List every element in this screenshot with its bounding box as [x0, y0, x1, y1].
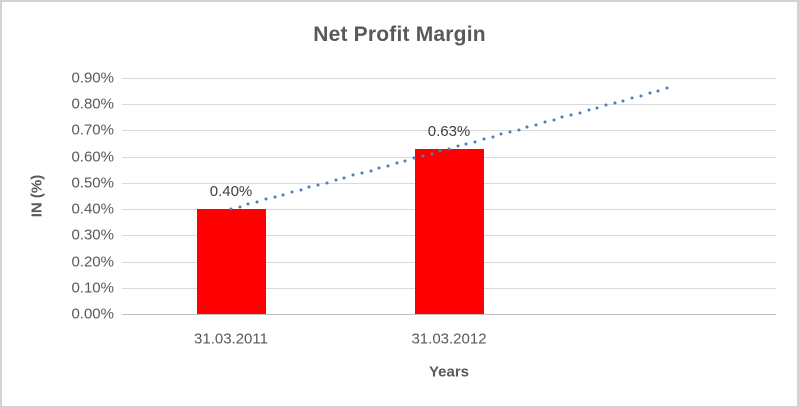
y-axis-title: IN (%)	[28, 174, 46, 218]
trendline-dot	[430, 152, 434, 156]
y-tick-label: 0.90%	[71, 69, 114, 87]
trendline-dot	[412, 156, 416, 160]
trendline-dot	[316, 183, 320, 187]
y-tick-label: 0.30%	[71, 226, 114, 244]
trendline-dot	[369, 169, 373, 172]
gridline	[122, 130, 776, 132]
trendline-dot	[447, 147, 451, 151]
trendline-dot	[613, 101, 617, 105]
trendline-dot	[560, 115, 564, 119]
trendline-dot	[482, 137, 486, 141]
trendline-dot	[552, 118, 556, 122]
bar-31.03.2011	[196, 209, 266, 314]
x-axis-line	[122, 314, 776, 315]
x-tick-label: 31.03.2012	[411, 330, 487, 348]
trendline-dot	[229, 207, 233, 211]
trendline-dot	[342, 176, 346, 180]
trendline-dot	[273, 195, 277, 199]
trendline-dot	[499, 132, 503, 136]
data-label: 0.40%	[209, 183, 253, 201]
trendline-dot	[517, 128, 521, 131]
trendline-dot	[421, 154, 425, 158]
trendline-dot	[595, 106, 599, 110]
trendline-dot	[377, 166, 381, 170]
trendline-dot	[665, 86, 669, 90]
trendline-dot	[639, 94, 643, 98]
trendline-dot	[264, 197, 268, 201]
trendline-dot	[281, 193, 285, 197]
trendline-dot	[525, 125, 529, 129]
bar-31.03.2012	[414, 148, 484, 314]
y-tick-label: 0.80%	[71, 95, 114, 113]
gridline	[122, 104, 776, 106]
data-label: 0.63%	[427, 122, 471, 140]
trendline-dot	[587, 108, 591, 112]
trendline-dot	[386, 164, 390, 168]
trendline-dot	[307, 185, 311, 189]
trendline-dot	[578, 111, 582, 115]
trendline-dot	[395, 161, 399, 165]
y-tick-label: 0.70%	[71, 121, 114, 139]
trendline-dot	[464, 142, 468, 146]
y-tick-label: 0.10%	[71, 279, 114, 297]
trendline-dot	[246, 202, 250, 206]
trendline-dot	[604, 103, 608, 107]
trendline-dot	[569, 113, 573, 117]
trendline-dot	[473, 140, 477, 144]
trendline-dot	[491, 135, 495, 139]
trendline-dot	[648, 91, 652, 95]
trendline-dot	[325, 181, 329, 185]
y-tick-label: 0.00%	[71, 305, 114, 323]
trendline-dot	[508, 130, 512, 134]
y-tick-label: 0.60%	[71, 148, 114, 166]
y-tick-label: 0.50%	[71, 174, 114, 192]
trendline-dot	[351, 173, 355, 177]
trendline-dot	[543, 120, 547, 124]
trendline-dot	[334, 178, 338, 182]
trendline-dot	[290, 190, 294, 194]
y-tick-label: 0.40%	[71, 200, 114, 218]
trendline-dot	[534, 123, 538, 127]
trendline-dot	[438, 149, 442, 153]
x-axis-title: Years	[428, 363, 470, 381]
y-tick-label: 0.20%	[71, 253, 114, 271]
trendline-dot	[255, 200, 259, 204]
x-tick-label: 31.03.2011	[194, 330, 268, 348]
trendline-dot	[456, 144, 460, 148]
trendline-dot	[238, 205, 242, 209]
trendline-dot	[403, 159, 407, 163]
trendline-dot	[360, 171, 364, 175]
gridline	[122, 78, 776, 79]
chart-title: Net Profit Margin	[313, 23, 486, 46]
trendline-dot	[630, 96, 634, 100]
trendline-dot	[299, 188, 303, 192]
trendline-dot	[621, 99, 625, 103]
trendline-dot	[656, 89, 660, 93]
